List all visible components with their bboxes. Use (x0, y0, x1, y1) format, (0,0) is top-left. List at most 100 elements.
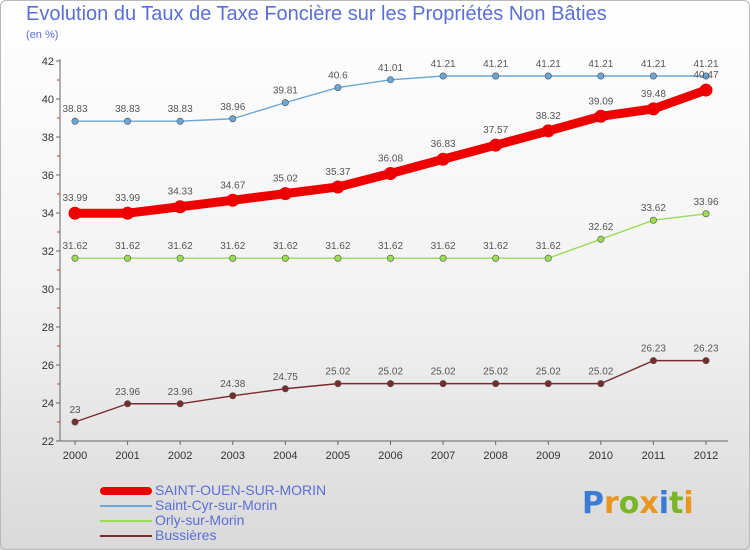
data-label-saint-cyr-sur-morin: 41.21 (641, 59, 666, 70)
data-point-bussieres (229, 392, 237, 400)
data-label-saint-cyr-sur-morin: 38.83 (115, 104, 140, 115)
axes: 22 24 26 28 30 32 34 36 38 40 42 2000 2001 2002 2003 20… (42, 56, 728, 462)
data-label-bussieres: 25.02 (588, 367, 613, 378)
data-label-orly-sur-morin: 31.62 (483, 241, 508, 252)
data-label-bussieres: 24.75 (273, 372, 298, 383)
x-tick-label: 2011 (642, 450, 666, 462)
data-label-orly-sur-morin: 31.62 (168, 241, 193, 252)
data-point-saint-cyr-sur-morin (702, 72, 710, 80)
legend-swatch (100, 520, 152, 522)
data-point-saint-ouen-sur-morin (173, 200, 187, 214)
data-point-saint-cyr-sur-morin (492, 72, 500, 80)
data-label-orly-sur-morin: 31.62 (220, 241, 245, 252)
data-point-saint-cyr-sur-morin (386, 76, 394, 84)
x-tick-label: 2009 (536, 450, 560, 462)
data-point-saint-cyr-sur-morin (439, 72, 447, 80)
data-point-bussieres (544, 380, 552, 388)
data-point-saint-ouen-sur-morin (646, 102, 660, 116)
data-point-orly-sur-morin (334, 254, 342, 262)
data-label-bussieres: 23.96 (115, 387, 140, 398)
data-label-orly-sur-morin: 31.62 (431, 241, 456, 252)
data-label-saint-cyr-sur-morin: 38.96 (220, 102, 245, 113)
data-label-saint-ouen-sur-morin: 33.99 (62, 193, 87, 204)
data-point-saint-cyr-sur-morin (544, 72, 552, 80)
data-label-orly-sur-morin: 31.62 (378, 241, 403, 252)
data-label-saint-ouen-sur-morin: 34.33 (168, 187, 193, 198)
logo-letter: i (683, 486, 694, 521)
data-label-orly-sur-morin: 33.62 (641, 203, 666, 214)
data-label-saint-cyr-sur-morin: 38.83 (168, 104, 193, 115)
data-point-saint-cyr-sur-morin (281, 99, 289, 107)
data-label-saint-cyr-sur-morin: 41.21 (431, 59, 456, 70)
data-label-saint-cyr-sur-morin: 38.83 (62, 104, 87, 115)
data-label-orly-sur-morin: 33.96 (693, 197, 718, 208)
data-label-orly-sur-morin: 31.62 (273, 241, 298, 252)
data-label-saint-ouen-sur-morin: 39.48 (641, 89, 666, 100)
data-label-saint-ouen-sur-morin: 38.32 (536, 111, 561, 122)
data-point-orly-sur-morin (439, 254, 447, 262)
data-label-bussieres: 25.02 (325, 367, 350, 378)
x-tick-label: 2010 (589, 450, 613, 462)
x-tick-label: 2001 (115, 450, 139, 462)
data-point-orly-sur-morin (544, 254, 552, 262)
x-tick-label: 2004 (273, 450, 297, 462)
data-label-orly-sur-morin: 31.62 (62, 241, 87, 252)
data-label-bussieres: 23.96 (168, 387, 193, 398)
y-tick-label: 42 (42, 56, 54, 68)
data-label-bussieres: 25.02 (483, 367, 508, 378)
data-point-orly-sur-morin (124, 254, 132, 262)
proxiti-logo: Proxiti (582, 486, 694, 521)
data-label-saint-ouen-sur-morin: 36.08 (378, 153, 403, 164)
x-tick-label: 2006 (378, 450, 402, 462)
data-point-orly-sur-morin (702, 210, 710, 218)
data-label-saint-ouen-sur-morin: 34.67 (220, 180, 245, 191)
logo-letter: t (669, 486, 684, 521)
data-point-saint-cyr-sur-morin (649, 72, 657, 80)
data-label-saint-ouen-sur-morin: 39.09 (588, 96, 613, 107)
legend-label: SAINT-OUEN-SUR-MORIN (155, 482, 327, 498)
x-tick-label: 2007 (431, 450, 455, 462)
data-label-saint-ouen-sur-morin: 35.02 (273, 174, 298, 185)
data-label-saint-cyr-sur-morin: 41.21 (536, 59, 561, 70)
y-tick-label: 40 (42, 94, 54, 106)
data-point-saint-ouen-sur-morin (699, 83, 713, 97)
logo-letter: x (639, 486, 659, 521)
data-point-saint-ouen-sur-morin (489, 138, 503, 152)
data-point-saint-ouen-sur-morin (436, 152, 450, 166)
x-tick-label: 2012 (694, 450, 718, 462)
data-point-bussieres (176, 400, 184, 408)
data-label-orly-sur-morin: 31.62 (325, 241, 350, 252)
data-point-saint-ouen-sur-morin (384, 166, 397, 180)
data-label-orly-sur-morin: 31.62 (115, 241, 140, 252)
data-point-saint-ouen-sur-morin (68, 206, 82, 220)
data-point-orly-sur-morin (386, 254, 394, 262)
data-point-bussieres (597, 380, 605, 388)
data-point-bussieres (439, 380, 447, 388)
x-tick-label: 2003 (221, 450, 245, 462)
data-point-saint-ouen-sur-morin (594, 109, 608, 123)
data-point-orly-sur-morin (649, 216, 657, 224)
y-tick-label: 34 (42, 208, 54, 220)
data-label-saint-ouen-sur-morin: 35.37 (325, 167, 350, 178)
data-point-saint-cyr-sur-morin (334, 84, 342, 92)
y-tick-label: 32 (42, 246, 54, 258)
legend-swatch (100, 487, 152, 495)
data-label-saint-cyr-sur-morin: 39.81 (273, 86, 298, 97)
x-tick-label: 2008 (483, 450, 507, 462)
data-label-saint-ouen-sur-morin: 37.57 (483, 125, 508, 136)
data-point-saint-ouen-sur-morin (121, 206, 135, 220)
data-label-bussieres: 23 (69, 405, 81, 416)
y-tick-label: 28 (42, 322, 54, 334)
data-point-saint-cyr-sur-morin (176, 117, 184, 125)
data-point-orly-sur-morin (71, 254, 79, 262)
data-label-orly-sur-morin: 32.62 (588, 222, 613, 233)
y-tick-label: 36 (42, 170, 54, 182)
data-label-bussieres: 24.38 (220, 379, 245, 390)
series-layer (68, 72, 713, 426)
data-label-saint-ouen-sur-morin: 33.99 (115, 193, 140, 204)
y-tick-label: 38 (42, 132, 54, 144)
logo-letter: i (658, 486, 670, 521)
data-label-bussieres: 26.23 (641, 344, 666, 355)
